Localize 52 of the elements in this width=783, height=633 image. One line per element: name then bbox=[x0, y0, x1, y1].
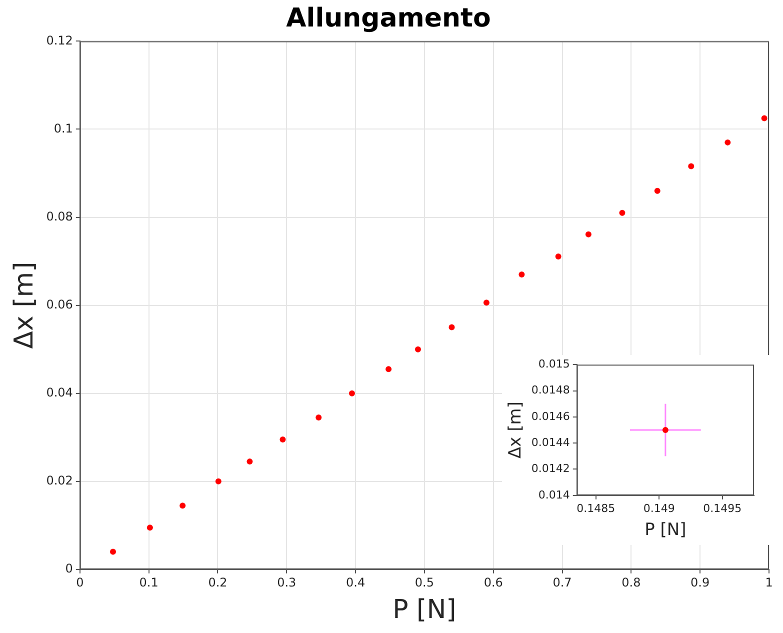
x-tick-label: 0.9 bbox=[690, 576, 710, 590]
y-tick-label: 0.0146 bbox=[531, 410, 570, 423]
point bbox=[518, 271, 525, 278]
point bbox=[585, 231, 592, 238]
y-axis-title: Δx [m] bbox=[506, 402, 526, 458]
point bbox=[348, 390, 355, 396]
x-tick-label: 0.7 bbox=[552, 576, 572, 590]
point bbox=[688, 163, 694, 170]
point bbox=[280, 436, 286, 443]
point bbox=[555, 253, 562, 260]
x-tick-label: 0.1485 bbox=[576, 502, 616, 515]
y-tick-label: 0 bbox=[65, 562, 73, 576]
y-tick-label: 0.1 bbox=[54, 121, 73, 136]
x-tick-label: 0.6 bbox=[484, 576, 503, 590]
x-tick-label: 0.8 bbox=[622, 576, 641, 590]
point bbox=[483, 300, 490, 306]
point bbox=[448, 324, 455, 330]
point bbox=[619, 210, 626, 216]
point bbox=[110, 548, 116, 555]
x-tick-label: 0.3 bbox=[277, 576, 296, 590]
point bbox=[386, 366, 392, 372]
x-axis-title: P [N] bbox=[644, 520, 686, 540]
point bbox=[146, 524, 153, 531]
chart-title: Allungamento bbox=[286, 3, 491, 34]
point bbox=[724, 139, 731, 146]
y-tick-label: 0.0144 bbox=[531, 436, 570, 449]
point bbox=[654, 188, 660, 194]
x-tick-label: 1 bbox=[765, 576, 773, 590]
y-tick-label: 0.0148 bbox=[531, 384, 570, 397]
point bbox=[414, 346, 421, 352]
x-tick-label: 0.4 bbox=[346, 576, 366, 590]
y-tick-label: 0.02 bbox=[46, 473, 73, 488]
x-tick-label: 0.1495 bbox=[703, 502, 742, 515]
x-tick-label: 0 bbox=[76, 576, 84, 590]
y-tick-label: 0.06 bbox=[46, 297, 73, 312]
y-tick-label: 0.015 bbox=[538, 357, 570, 370]
y-tick-label: 0.08 bbox=[46, 209, 73, 224]
y-tick-label: 0.04 bbox=[46, 385, 73, 400]
y-tick-label: 0.014 bbox=[538, 488, 570, 502]
point bbox=[761, 115, 768, 122]
x-tick-label: 0.2 bbox=[208, 576, 228, 590]
x-axis-title: P [N] bbox=[392, 595, 456, 626]
y-tick-label: 0.12 bbox=[46, 33, 73, 48]
point bbox=[180, 502, 186, 509]
x-tick-label: 0.149 bbox=[643, 502, 675, 515]
point bbox=[215, 478, 222, 484]
y-axis-title: Δx [m] bbox=[9, 262, 40, 349]
point bbox=[246, 458, 253, 465]
y-tick-label: 0.0142 bbox=[531, 462, 570, 476]
x-tick-label: 0.5 bbox=[414, 576, 434, 590]
x-tick-label: 0.1 bbox=[139, 576, 158, 590]
point bbox=[316, 414, 322, 421]
